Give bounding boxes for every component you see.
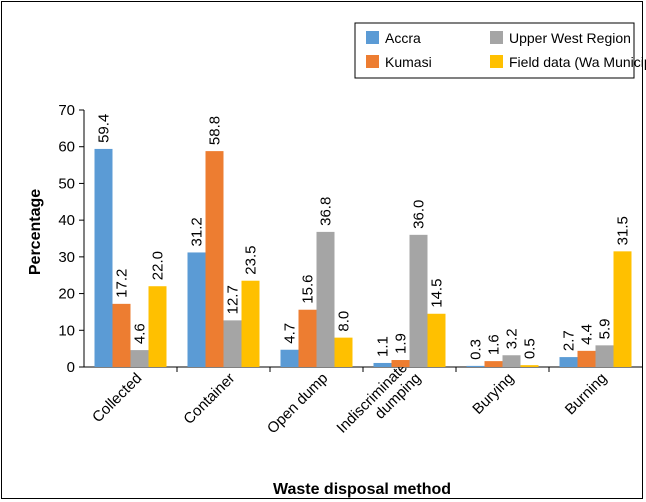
x-tick-label: Container xyxy=(180,370,238,428)
x-tick-label: Burning xyxy=(562,370,611,419)
legend-label: Field data (Wa Municipal) xyxy=(509,54,646,70)
y-tick-label: 10 xyxy=(58,322,75,339)
bars xyxy=(94,148,632,367)
data-label: 36.0 xyxy=(411,200,428,229)
data-label: 4.6 xyxy=(132,323,149,344)
data-label: 1.1 xyxy=(375,336,392,357)
axes: 0 10 20 30 40 50 60 70 Collected Container Open du… xyxy=(58,102,642,449)
y-tick-label: 60 xyxy=(58,139,75,156)
data-label: 17.2 xyxy=(114,269,131,298)
y-axis-label: Percentage xyxy=(27,189,44,275)
bar xyxy=(187,252,206,367)
x-axis-label: Waste disposal method xyxy=(273,481,451,498)
bar xyxy=(409,234,428,367)
bar xyxy=(595,345,614,367)
data-label: 22.0 xyxy=(150,251,167,280)
y-tick-label: 30 xyxy=(58,249,75,266)
data-label: 36.8 xyxy=(318,197,335,226)
y-tick-label: 40 xyxy=(58,212,75,229)
data-label: 4.7 xyxy=(282,323,299,344)
legend: Accra Upper West Region Kumasi Field data (… xyxy=(354,22,646,79)
y-tick-label: 20 xyxy=(58,286,75,303)
bar xyxy=(334,337,353,367)
y-tick-label: 0 xyxy=(67,359,75,376)
data-label: 0.5 xyxy=(522,338,539,359)
data-label: 31.5 xyxy=(615,216,632,245)
bar xyxy=(466,365,485,367)
bar xyxy=(391,360,410,367)
bar xyxy=(112,303,131,367)
bar xyxy=(559,357,578,367)
data-label: 2.7 xyxy=(561,330,578,351)
bar xyxy=(427,313,446,367)
bar xyxy=(316,231,335,367)
data-label: 1.9 xyxy=(393,333,410,354)
bar xyxy=(298,309,317,367)
bar xyxy=(94,148,113,367)
bar xyxy=(613,251,632,367)
bar xyxy=(223,320,242,367)
legend-swatch xyxy=(366,31,379,44)
data-label: 31.2 xyxy=(189,217,206,246)
data-label: 23.5 xyxy=(243,246,260,275)
legend-label: Kumasi xyxy=(385,54,432,70)
data-label: 3.2 xyxy=(504,328,521,349)
data-label: 59.4 xyxy=(96,114,113,143)
bar xyxy=(148,286,167,367)
legend-label: Upper West Region xyxy=(509,30,631,46)
bar xyxy=(484,361,503,367)
data-label: 5.9 xyxy=(597,318,614,339)
legend-swatch xyxy=(366,55,379,68)
data-label: 1.6 xyxy=(486,334,503,355)
x-tick-label: Burying xyxy=(469,370,517,418)
bar xyxy=(280,349,299,367)
data-label: 8.0 xyxy=(336,311,353,332)
data-label: 0.3 xyxy=(468,339,485,360)
data-label: 12.7 xyxy=(225,285,242,314)
bar xyxy=(373,362,392,367)
x-tick-label: Collected xyxy=(89,370,145,426)
y-tick-label: 50 xyxy=(58,175,75,192)
data-label: 14.5 xyxy=(429,279,446,308)
bar xyxy=(502,355,521,367)
bar xyxy=(205,151,224,367)
data-label: 58.8 xyxy=(207,116,224,145)
y-tick-label: 70 xyxy=(58,102,75,119)
x-tick-label: Open dump xyxy=(264,370,331,437)
legend-swatch xyxy=(490,31,503,44)
legend-label: Accra xyxy=(385,30,421,46)
bar xyxy=(520,365,539,367)
bar xyxy=(241,280,260,367)
data-label: 15.6 xyxy=(300,275,317,304)
data-labels: 59.4 31.2 4.7 1.1 0.3 2.7 17.2 58.8 15.6 1.9 1.6 4.… xyxy=(96,114,632,360)
legend-swatch xyxy=(490,55,503,68)
bar xyxy=(577,350,596,367)
bar xyxy=(130,350,149,367)
x-tick-label: Indiscriminatedumping xyxy=(333,358,424,449)
data-label: 4.4 xyxy=(579,324,596,345)
